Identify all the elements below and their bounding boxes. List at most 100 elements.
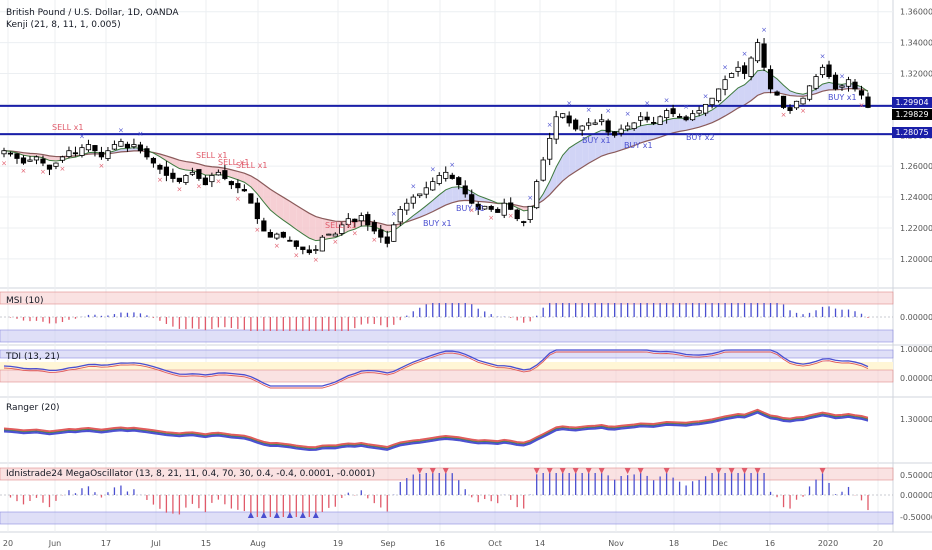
candle-body: [202, 177, 208, 186]
mega-sell-triangle: [741, 468, 748, 474]
signal-star: ×: [547, 121, 553, 129]
buy-signal-label: BUY x1: [624, 141, 653, 150]
cloud-segment: [562, 148, 570, 181]
x-tick-label: Oct: [488, 539, 502, 548]
signal-star: ×: [820, 52, 826, 60]
candle-body: [124, 143, 131, 149]
cloud-segment: [751, 70, 758, 101]
candle-body: [683, 116, 689, 121]
candle-body: [79, 147, 85, 156]
candle-body: [157, 164, 163, 170]
mega-sell-triangle: [546, 468, 553, 474]
mega-lower-band: [0, 511, 894, 525]
tdi-line: [3, 349, 869, 387]
signal-star: ×: [196, 183, 202, 191]
cloud-segment: [777, 78, 784, 95]
x-tick-label: 18: [669, 539, 679, 548]
cloud-segment: [783, 85, 791, 96]
candle-body: [228, 181, 234, 186]
candle-body: [365, 214, 371, 226]
buy-signal-label: BUY x1: [828, 93, 857, 102]
cloud-segment: [478, 195, 485, 202]
ranger-band-line: [3, 411, 869, 450]
candle-body: [793, 100, 800, 109]
cloud-segment: [757, 69, 765, 96]
candle-body: [137, 144, 144, 152]
candle-body: [488, 206, 494, 210]
signal-star: ×: [215, 178, 221, 186]
candle-body: [754, 42, 761, 62]
candle-body: [806, 85, 813, 100]
sell-signal-label: SELL x1: [52, 123, 83, 132]
signal-star: ×: [1, 159, 7, 167]
candle-body: [384, 236, 390, 244]
cloud-segment: [315, 216, 323, 241]
candle-body: [664, 110, 670, 119]
tdi-panel-label: TDI (13, 21): [6, 352, 60, 362]
candle-body: [46, 164, 53, 170]
candle-body: [436, 175, 442, 184]
cloud-segment: [166, 155, 173, 165]
candle-body: [280, 231, 286, 238]
horizontal-lines: [0, 104, 893, 136]
candle-body: [787, 107, 793, 111]
cloud-segment: [231, 169, 238, 180]
signal-star: ×: [781, 111, 787, 119]
candle-body: [7, 152, 14, 155]
cloud-segment: [289, 201, 297, 230]
signal-star: ×: [235, 195, 241, 203]
candle-body: [313, 249, 319, 251]
candle-body: [248, 193, 254, 204]
candle-body: [644, 116, 650, 121]
candle-body: [865, 96, 871, 108]
candle-body: [267, 231, 273, 238]
mega-axis-label: -0.50000: [900, 513, 932, 522]
candle-body: [287, 239, 293, 242]
msi-lower-band: [0, 329, 894, 343]
candle-body: [540, 159, 546, 181]
signal-star: ×: [644, 100, 650, 108]
buy-signal-label: BUY x2: [686, 133, 715, 142]
candle-body: [573, 119, 579, 130]
signal-star: ×: [157, 176, 163, 184]
signal-star: ×: [488, 214, 494, 222]
candle-body: [761, 43, 767, 68]
candle-body: [560, 113, 566, 118]
cloud-segment: [439, 189, 446, 209]
candle-body: [332, 233, 338, 237]
y-tick-label: 1.22000: [900, 224, 932, 233]
signal-star: ×: [800, 107, 806, 115]
candle-body: [196, 169, 202, 179]
mega-sell-triangle: [429, 468, 436, 474]
x-tick-label: Dec: [712, 539, 727, 548]
mega-sell-triangle: [819, 468, 826, 474]
candle-body: [845, 79, 852, 87]
sell-signal-label: SELL x1: [236, 161, 267, 170]
candle-body: [241, 189, 247, 192]
candle-body: [209, 175, 215, 183]
tdi-axis-label: 0.00000: [900, 374, 932, 383]
cloud-segment: [452, 186, 459, 203]
candle-body: [819, 66, 826, 76]
candle-body: [215, 171, 221, 176]
candle-body: [176, 177, 182, 183]
candle-body: [111, 144, 118, 150]
candle-body: [534, 181, 540, 209]
signal-star: ×: [449, 161, 455, 169]
cloud-segment: [380, 223, 388, 233]
candle-body: [85, 144, 92, 151]
y-tick-label: 1.24000: [900, 193, 932, 202]
x-tick-label: Jun: [48, 539, 62, 548]
ranger-band-line: [3, 412, 869, 452]
ranger-panel-label: Ranger (20): [6, 403, 60, 413]
mega-buy-triangle: [312, 512, 319, 518]
candle-body: [748, 57, 754, 77]
candle-body: [53, 162, 59, 167]
mega-sell-triangle: [754, 468, 761, 474]
candle-body: [553, 116, 559, 140]
candle-body: [709, 97, 715, 106]
x-tick-label: 20: [3, 539, 13, 548]
candle-body: [118, 141, 124, 147]
cloud-segment: [426, 200, 433, 215]
